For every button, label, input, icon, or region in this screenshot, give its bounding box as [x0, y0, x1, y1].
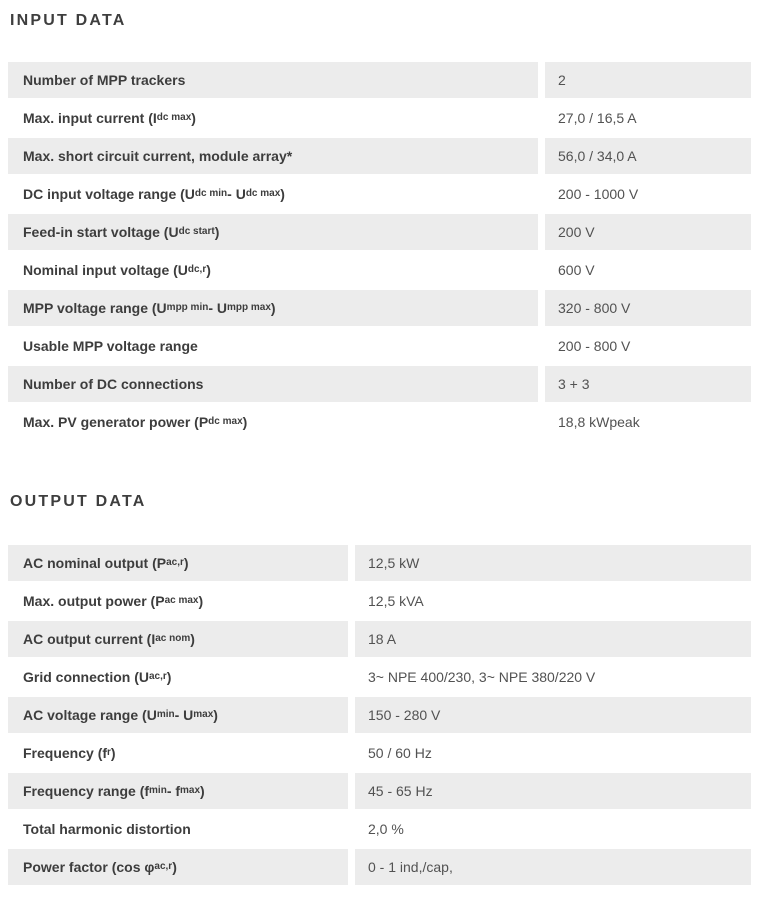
- spec-row: Max. output power (P ac max) 12,5 kVA: [8, 583, 751, 619]
- label-text: ): [198, 593, 204, 609]
- label-text: AC output current (I: [23, 631, 156, 647]
- label-text: ): [166, 669, 172, 685]
- spec-label: Max. PV generator power (P dc max): [23, 414, 248, 430]
- spec-row: Max. PV generator power (P dc max) 18,8 kW…: [8, 404, 751, 440]
- label-text: - U: [227, 186, 246, 202]
- label-text: Number of MPP trackers: [23, 72, 186, 88]
- spec-row: Number of MPP trackers 2: [8, 62, 751, 98]
- spec-row: AC output current (I ac nom) 18 A: [8, 621, 751, 657]
- spec-value: 50 / 60 Hz: [368, 745, 432, 761]
- spec-value: 12,5 kVA: [368, 593, 424, 609]
- label-text: Total harmonic distortion: [23, 821, 191, 837]
- spec-row: Feed-in start voltage (U dc start) 200 V: [8, 214, 751, 250]
- spec-label: Power factor (cos φ ac,r): [8, 849, 348, 885]
- spec-value: 27,0 / 16,5 A: [558, 110, 637, 126]
- label-text: Frequency (f: [23, 745, 108, 761]
- spec-value: 12,5 kW: [355, 545, 751, 581]
- label-text: ): [214, 224, 220, 240]
- spec-row: AC nominal output (P ac,r) 12,5 kW: [8, 545, 751, 581]
- label-text: Nominal input voltage (U: [23, 262, 188, 278]
- spec-label: Feed-in start voltage (U dc start): [8, 214, 538, 250]
- label-text: Max. short circuit current, module array…: [23, 148, 293, 164]
- spec-label: Max. output power (P ac max): [23, 593, 204, 609]
- label-text: Max. input current (I: [23, 110, 157, 126]
- label-text: Usable MPP voltage range: [23, 338, 198, 354]
- label-text: - U: [174, 707, 194, 723]
- spec-value: 2: [545, 62, 751, 98]
- spec-value: 320 - 800 V: [545, 290, 751, 326]
- spec-label: Frequency (f r): [23, 745, 116, 761]
- label-text: ): [213, 707, 218, 723]
- label-text: Max. PV generator power (P: [23, 414, 209, 430]
- spec-value: 200 V: [545, 214, 751, 250]
- label-text: ): [270, 300, 276, 316]
- spec-label: Usable MPP voltage range: [8, 328, 538, 364]
- label-text: ): [190, 631, 195, 647]
- spec-label: AC nominal output (P ac,r): [8, 545, 348, 581]
- label-text: ): [172, 859, 177, 875]
- spec-label: Number of DC connections: [8, 366, 538, 402]
- label-text: ): [206, 262, 211, 278]
- spec-value: 600 V: [558, 262, 595, 278]
- spec-label: Max. short circuit current, module array…: [8, 138, 538, 174]
- spec-value: 3~ NPE 400/230, 3~ NPE 380/220 V: [368, 669, 596, 685]
- output-data-table: AC nominal output (P ac,r) 12,5 kW Max. out…: [8, 545, 751, 887]
- spec-value: 18,8 kWpeak: [558, 414, 640, 430]
- spec-value: 3 + 3: [545, 366, 751, 402]
- spec-row: Grid connection (U ac,r) 3~ NPE 400/230, 3…: [8, 659, 751, 695]
- section-title-output-data: OUTPUT DATA: [10, 493, 147, 510]
- spec-label: Grid connection (U ac,r): [23, 669, 172, 685]
- spec-value: 200 - 800 V: [558, 338, 631, 354]
- label-text: AC voltage range (U: [23, 707, 157, 723]
- label-text: ): [191, 110, 196, 126]
- spec-value: 18 A: [355, 621, 751, 657]
- label-text: ): [183, 555, 189, 571]
- spec-row: Frequency range (f min - f max) 45 - 65 Hz: [8, 773, 751, 809]
- spec-value: 56,0 / 34,0 A: [545, 138, 751, 174]
- spec-label: Frequency range (f min - f max): [8, 773, 348, 809]
- spec-label: Total harmonic distortion: [8, 811, 348, 847]
- spec-label: AC output current (I ac nom): [8, 621, 348, 657]
- label-text: MPP voltage range (U: [23, 300, 167, 316]
- spec-label: Max. input current (I dc max): [23, 110, 196, 126]
- section-title-input-data: INPUT DATA: [10, 12, 127, 29]
- label-text: - f: [166, 783, 181, 799]
- label-text: Grid connection (U: [23, 669, 149, 685]
- label-text: DC input voltage range (U: [23, 186, 195, 202]
- spec-row: Max. short circuit current, module array…: [8, 138, 751, 174]
- spec-row: Max. input current (I dc max) 27,0 / 16,5 …: [8, 100, 751, 136]
- label-text: AC nominal output (P: [23, 555, 167, 571]
- label-text: - U: [208, 300, 228, 316]
- label-text: ): [242, 414, 248, 430]
- spec-row: Total harmonic distortion 2,0 %: [8, 811, 751, 847]
- label-text: Number of DC connections: [23, 376, 204, 392]
- spec-value: 45 - 65 Hz: [355, 773, 751, 809]
- label-text: ): [200, 783, 205, 799]
- label-text: Frequency range (f: [23, 783, 150, 799]
- input-data-table: Number of MPP trackers 2 Max. input curren…: [8, 62, 751, 442]
- label-text: Max. output power (P: [23, 593, 165, 609]
- spec-value: 200 - 1000 V: [558, 186, 639, 202]
- spec-row: Number of DC connections 3 + 3: [8, 366, 751, 402]
- spec-row: Nominal input voltage (U dc,r) 600 V: [8, 252, 751, 288]
- spec-row: Usable MPP voltage range 200 - 800 V: [8, 328, 751, 364]
- label-text: ): [110, 745, 116, 761]
- spec-value: 2,0 %: [368, 821, 404, 837]
- label-text: Power factor (cos φ: [23, 859, 155, 875]
- spec-value: 150 - 280 V: [355, 697, 751, 733]
- label-text: Feed-in start voltage (U: [23, 224, 179, 240]
- spec-value: 0 - 1 ind,/cap,: [355, 849, 751, 885]
- spec-label: Nominal input voltage (U dc,r): [23, 262, 211, 278]
- spec-label: Number of MPP trackers: [8, 62, 538, 98]
- spec-row: Power factor (cos φ ac,r) 0 - 1 ind,/cap,: [8, 849, 751, 885]
- spec-row: Frequency (f r) 50 / 60 Hz: [8, 735, 751, 771]
- label-text: ): [280, 186, 285, 202]
